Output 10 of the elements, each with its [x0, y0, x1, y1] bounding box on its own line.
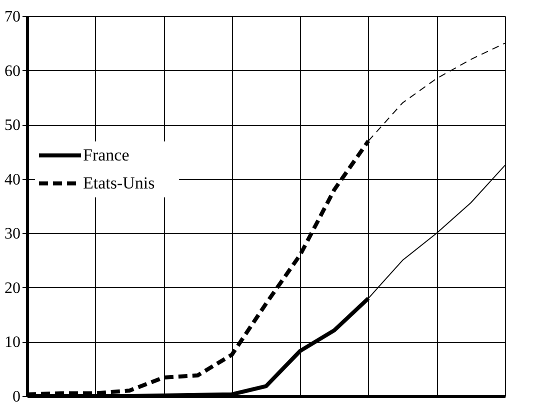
legend-label: Etats-Unis	[83, 173, 155, 192]
y-tick-label: 20	[4, 280, 20, 297]
y-tick-label: 60	[4, 62, 20, 80]
y-tick-label: 70	[4, 8, 20, 26]
y-tick-label: 50	[4, 117, 20, 134]
legend-label: France	[83, 145, 130, 164]
y-tick-label: 10	[4, 334, 20, 352]
y-tick-label: 30	[4, 226, 20, 243]
y-tick-label: 40	[4, 171, 20, 188]
y-tick-label: 0	[12, 388, 20, 406]
